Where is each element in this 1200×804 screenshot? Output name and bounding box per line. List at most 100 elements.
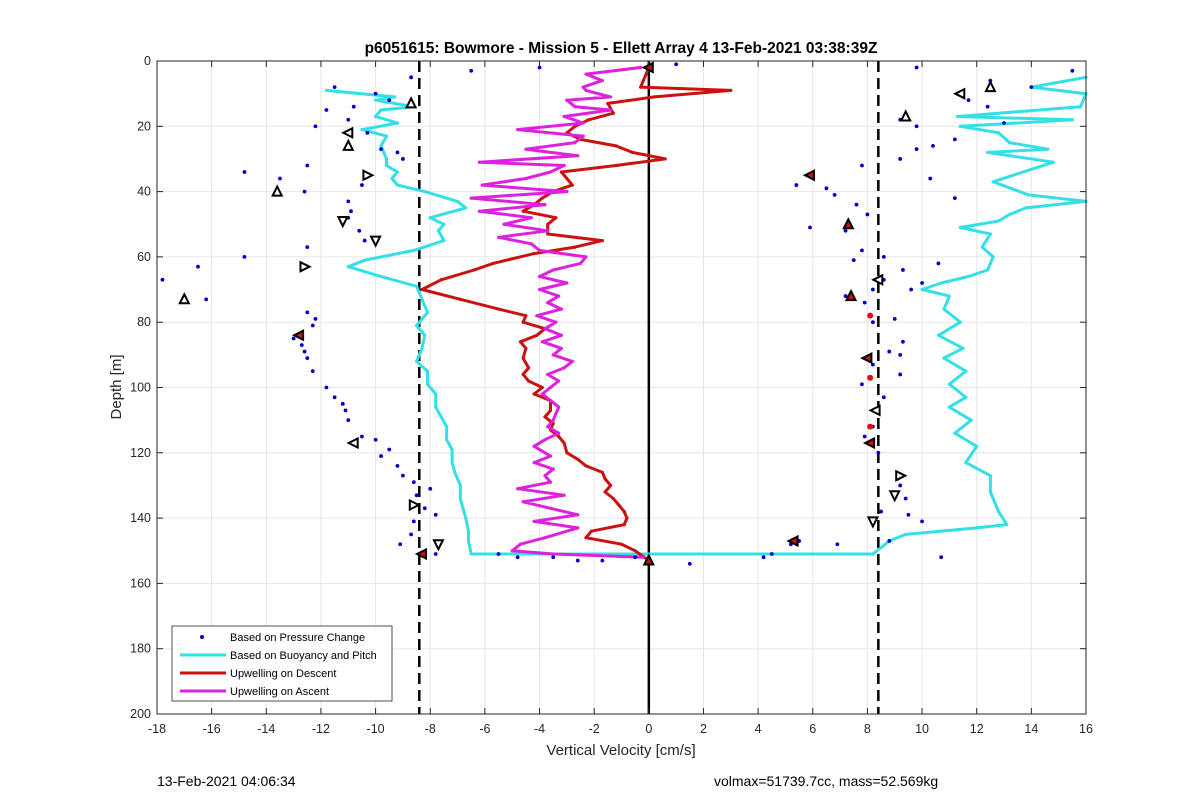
pressure-point bbox=[854, 202, 859, 207]
series-vertex bbox=[570, 183, 574, 187]
series-vertex bbox=[551, 418, 555, 422]
pressure-point bbox=[914, 124, 919, 129]
series-vertex bbox=[442, 222, 446, 226]
x-tick-label: 0 bbox=[645, 722, 652, 736]
pressure-point bbox=[351, 104, 356, 109]
series-vertex bbox=[936, 333, 941, 337]
pressure-point bbox=[379, 147, 383, 152]
marker-triangle-up bbox=[844, 288, 858, 302]
pressure-point bbox=[313, 124, 318, 129]
series-vertex bbox=[608, 108, 613, 112]
series-vertex bbox=[548, 454, 553, 458]
series-vertex bbox=[600, 238, 604, 243]
series-vertex bbox=[554, 412, 558, 416]
series-vertex bbox=[958, 225, 962, 230]
pressure-point bbox=[914, 65, 919, 70]
series-vertex bbox=[578, 261, 583, 266]
series-vertex bbox=[420, 287, 424, 292]
series-vertex bbox=[600, 78, 604, 83]
pressure-point bbox=[881, 255, 886, 259]
series-vertex bbox=[414, 323, 419, 328]
pressure-point bbox=[901, 268, 905, 272]
marker-triangle-up bbox=[404, 96, 418, 109]
pressure-point bbox=[433, 552, 438, 556]
series-vertex bbox=[420, 297, 424, 301]
series-vertex bbox=[603, 490, 607, 494]
series-vertex bbox=[540, 340, 544, 344]
series-vertex bbox=[458, 297, 462, 301]
series-vertex bbox=[559, 170, 563, 174]
legend-swatch-dot bbox=[200, 635, 204, 639]
series-vertex bbox=[641, 555, 645, 559]
series-vertex bbox=[524, 147, 528, 151]
series-vertex bbox=[442, 238, 446, 243]
y-tick-label: 100 bbox=[130, 381, 151, 395]
legend: Based on Pressure Change Based on Buoyanc… bbox=[171, 625, 393, 702]
pressure-point bbox=[551, 555, 556, 560]
series-vertex bbox=[532, 444, 536, 448]
series-vertex bbox=[524, 314, 528, 318]
y-tick-label: 120 bbox=[130, 446, 151, 460]
series-vertex bbox=[423, 190, 427, 194]
series-vertex bbox=[1070, 118, 1074, 122]
series-vertex bbox=[466, 539, 471, 543]
pressure-point bbox=[411, 480, 416, 485]
series-vertex bbox=[622, 509, 626, 514]
x-tick-label: 10 bbox=[915, 722, 929, 736]
pressure-point bbox=[870, 320, 875, 325]
pressure-point bbox=[824, 186, 829, 191]
pressure-point bbox=[966, 98, 971, 103]
series-vertex bbox=[947, 382, 951, 386]
series-vertex bbox=[537, 274, 542, 279]
reference-lines bbox=[418, 61, 880, 714]
series-vertex bbox=[546, 222, 550, 226]
marker-triangle-down bbox=[432, 539, 445, 552]
marker-triangle-right bbox=[362, 169, 375, 182]
series-vertex bbox=[518, 542, 523, 546]
pressure-point bbox=[870, 287, 875, 292]
series-vertex bbox=[958, 124, 962, 128]
pressure-point bbox=[373, 91, 378, 96]
pressure-point bbox=[242, 170, 247, 174]
marker-triangle-down bbox=[866, 516, 880, 529]
series-vertex bbox=[608, 95, 613, 99]
pressure-point bbox=[674, 62, 679, 67]
series-vertex bbox=[521, 209, 525, 213]
pressure-point bbox=[898, 157, 903, 161]
series-vertex bbox=[551, 268, 555, 272]
series-vertex bbox=[543, 438, 547, 442]
series-vertex bbox=[603, 477, 607, 481]
series-vertex bbox=[496, 235, 501, 239]
marker-triangle-up bbox=[178, 292, 191, 305]
pressure-point bbox=[600, 558, 605, 563]
series-vertex bbox=[524, 346, 528, 350]
pressure-point bbox=[324, 108, 329, 112]
pressure-point bbox=[860, 248, 864, 253]
marker-triangle-left bbox=[871, 273, 884, 286]
pressure-point bbox=[794, 183, 799, 187]
pressure-point bbox=[843, 294, 848, 298]
series-vertex bbox=[920, 287, 924, 292]
series-vertex bbox=[584, 536, 588, 540]
series-vertex bbox=[461, 506, 465, 510]
series-vertex bbox=[584, 464, 588, 468]
series-vertex bbox=[502, 222, 506, 226]
legend-label: Upwelling on Descent bbox=[230, 668, 336, 680]
pressure-point bbox=[1070, 68, 1075, 73]
series-vertex bbox=[964, 460, 968, 465]
series-vertex bbox=[584, 255, 588, 259]
marker-triangle-left bbox=[860, 351, 873, 365]
series-vertex bbox=[573, 105, 577, 109]
series-vertex bbox=[581, 121, 585, 125]
series-vertex bbox=[551, 353, 555, 357]
series-vertex bbox=[622, 523, 626, 527]
legend-label: Based on Buoyancy and Pitch bbox=[230, 650, 377, 662]
series-vertex bbox=[390, 176, 394, 181]
series-vertex bbox=[1024, 206, 1028, 210]
series-vertex bbox=[393, 95, 397, 99]
series-vertex bbox=[379, 274, 383, 279]
red-dot bbox=[867, 374, 874, 381]
y-tick-label: 0 bbox=[144, 54, 151, 68]
series-vertex bbox=[996, 131, 1001, 135]
series-vertex bbox=[546, 232, 550, 236]
